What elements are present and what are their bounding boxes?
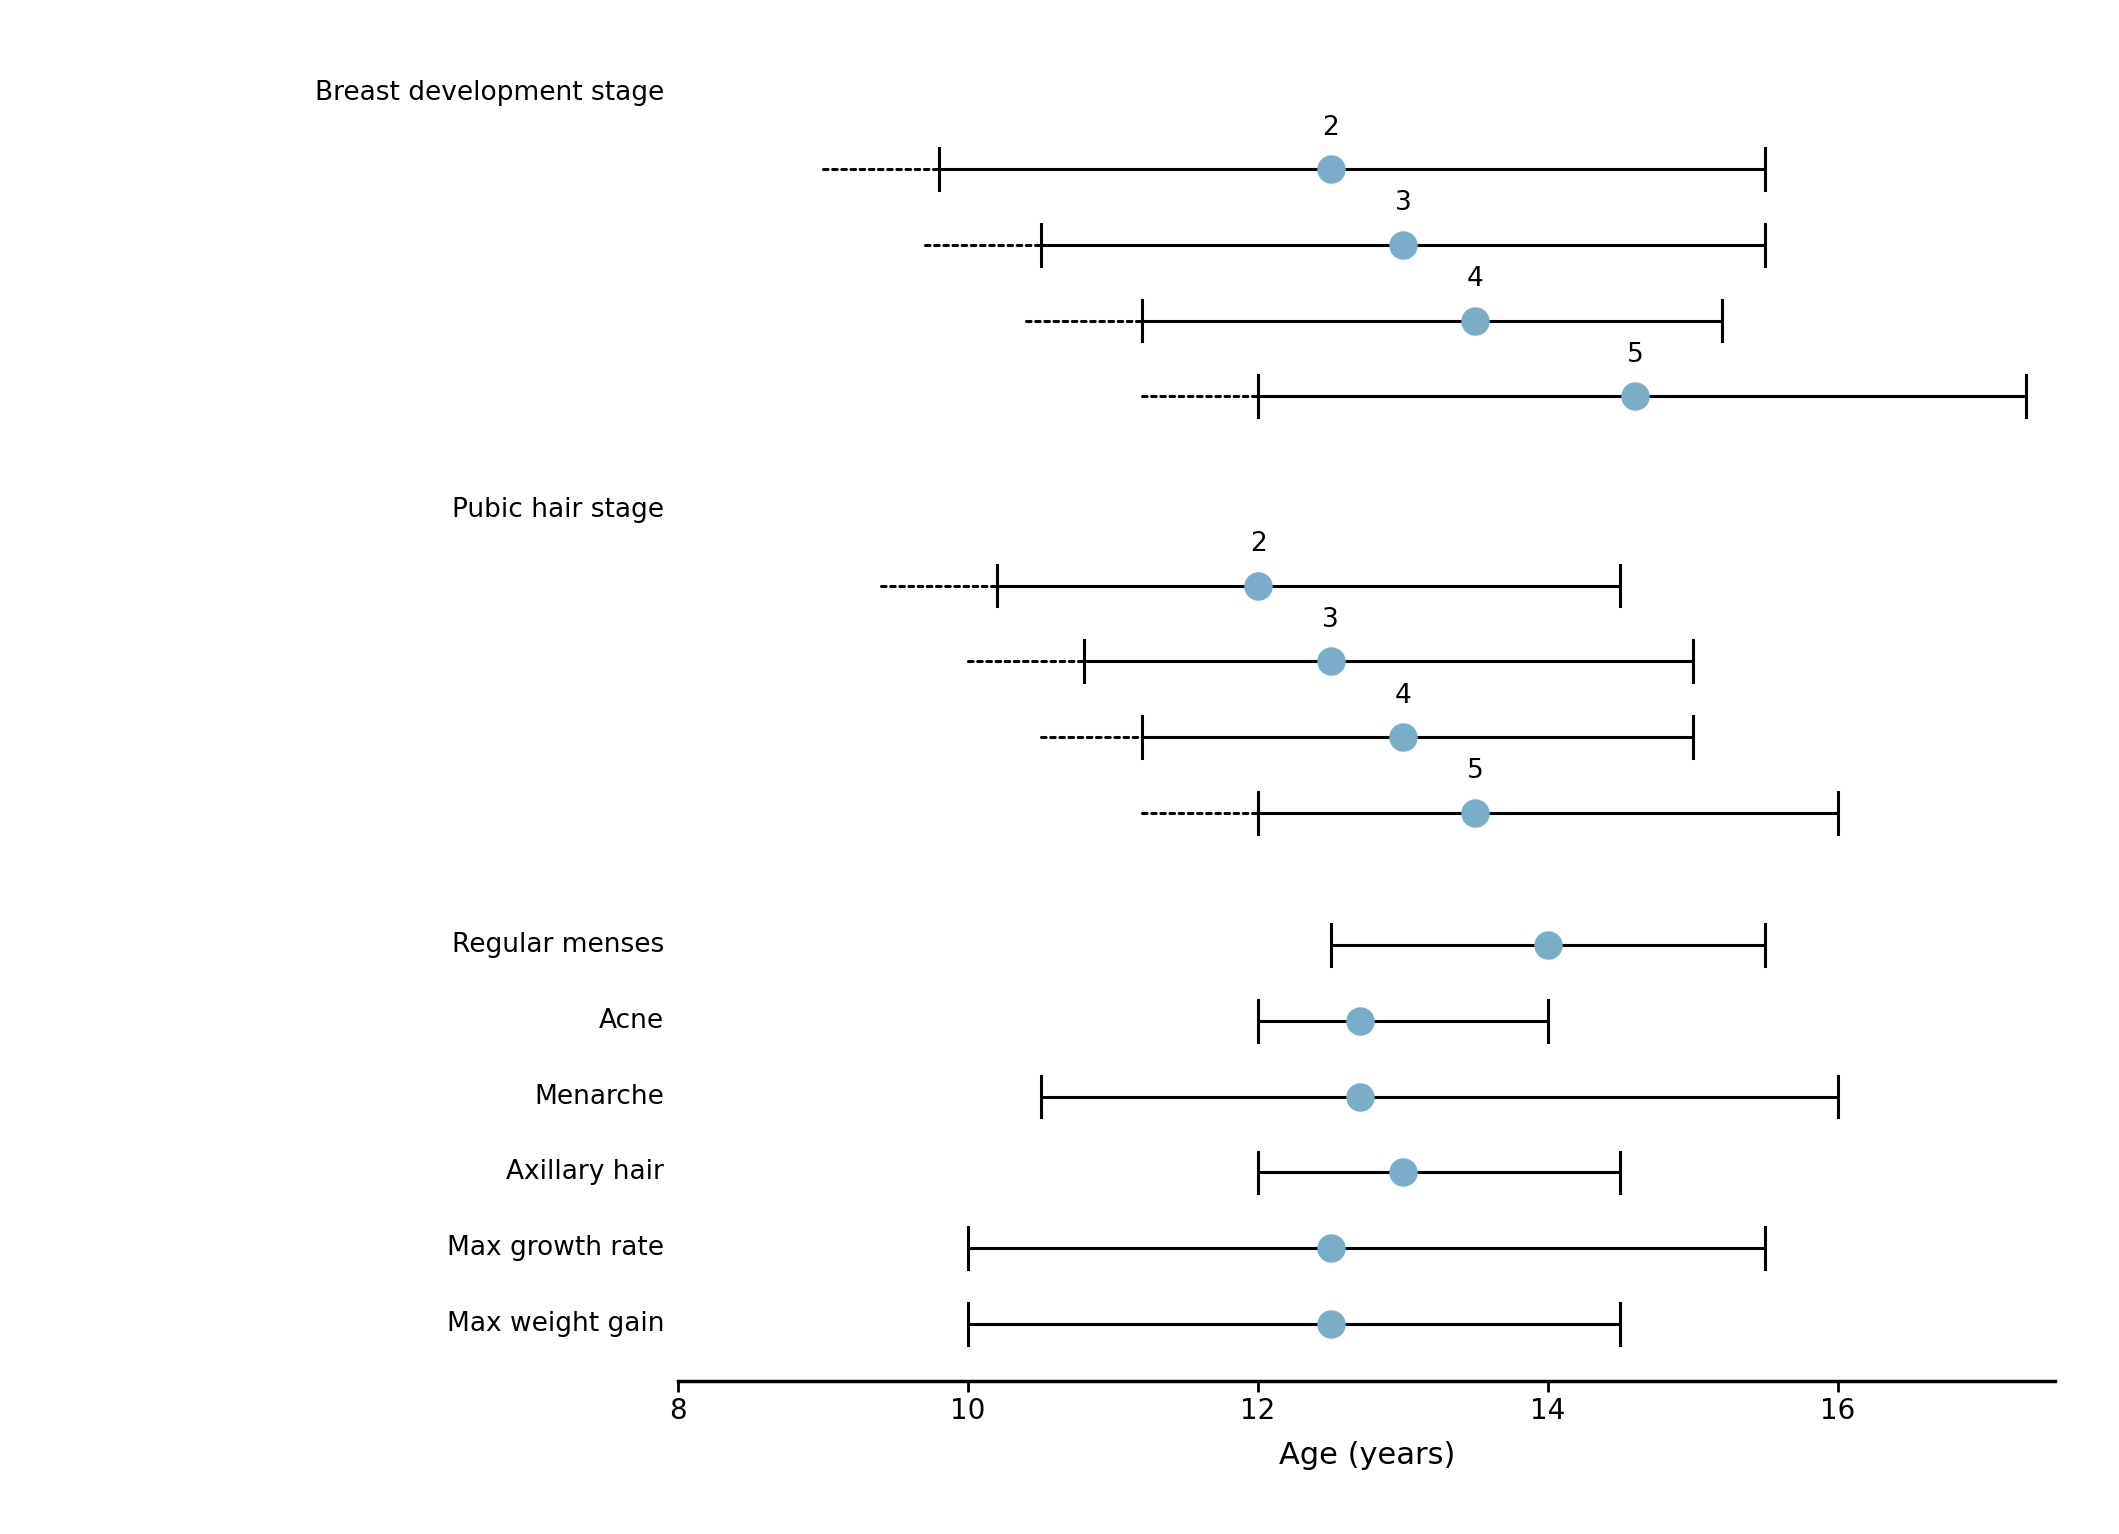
Point [1242,574,1276,598]
Text: Acne: Acne [600,1008,665,1034]
Text: 5: 5 [1466,758,1483,784]
Point [1343,1085,1377,1109]
Point [1386,724,1420,749]
Text: 5: 5 [1627,342,1644,368]
Text: Max weight gain: Max weight gain [447,1312,665,1336]
Text: Menarche: Menarche [534,1083,665,1109]
Point [1458,801,1492,825]
Text: 3: 3 [1322,607,1339,634]
Text: 2: 2 [1250,531,1267,557]
Point [1532,933,1566,957]
Point [1619,384,1653,408]
Point [1314,649,1348,673]
Text: Max growth rate: Max growth rate [447,1235,665,1261]
Text: 4: 4 [1466,265,1483,291]
Text: Axillary hair: Axillary hair [506,1160,665,1186]
Point [1386,1160,1420,1184]
Text: 4: 4 [1394,683,1411,709]
Point [1314,1312,1348,1336]
Point [1458,308,1492,333]
Point [1314,156,1348,181]
X-axis label: Age (years): Age (years) [1278,1442,1456,1470]
Text: 2: 2 [1322,115,1339,141]
Text: 3: 3 [1394,190,1411,216]
Point [1314,1236,1348,1261]
Text: Breast development stage: Breast development stage [316,80,665,106]
Text: Pubic hair stage: Pubic hair stage [451,497,665,523]
Point [1343,1009,1377,1034]
Point [1386,233,1420,258]
Text: Regular menses: Regular menses [451,933,665,959]
